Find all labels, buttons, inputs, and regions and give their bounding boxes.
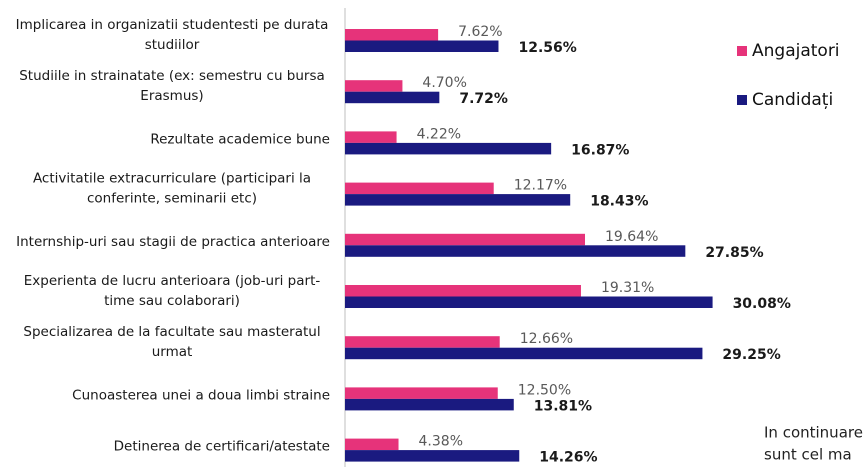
category-label: Rezultate academice bune — [150, 131, 330, 147]
value-label: 12.50% — [518, 382, 571, 398]
annotation: In continuare — [764, 424, 863, 442]
value-label: 14.26% — [539, 450, 597, 466]
bar — [345, 296, 713, 308]
legend-label: Angajatori — [752, 41, 840, 61]
value-label: 12.17% — [514, 178, 567, 194]
value-label: 4.38% — [419, 434, 463, 450]
category-label: Internship-uri sau stagii de practica an… — [16, 234, 330, 250]
value-label: 16.87% — [571, 142, 629, 158]
bar — [345, 438, 399, 451]
value-label: 12.56% — [518, 40, 576, 56]
bar — [345, 40, 499, 52]
value-label: 29.25% — [722, 347, 780, 363]
legend-swatch — [737, 95, 747, 105]
value-label: 12.66% — [520, 331, 573, 347]
bar — [345, 398, 514, 411]
category-label: time sau colaborari) — [104, 293, 240, 309]
bar — [345, 336, 500, 348]
bar — [345, 233, 586, 246]
value-label: 4.70% — [422, 75, 466, 91]
bar — [345, 285, 581, 297]
bar — [345, 29, 439, 41]
bar — [345, 80, 403, 92]
value-label: 19.31% — [601, 280, 654, 296]
category-label: Activitatile extracurriculare (participa… — [33, 171, 311, 187]
value-label: 19.64% — [605, 229, 658, 245]
value-label: 18.43% — [590, 194, 648, 210]
value-label: 7.62% — [458, 24, 502, 40]
category-label: urmat — [152, 344, 193, 360]
value-label: 27.85% — [705, 245, 763, 261]
bar — [345, 131, 397, 143]
legend-swatch — [737, 46, 747, 56]
category-label: studiilor — [145, 37, 200, 53]
category-label: Erasmus) — [140, 88, 203, 104]
value-label: 13.81% — [534, 398, 592, 414]
bar — [345, 182, 494, 195]
bar — [345, 142, 552, 155]
value-label: 7.72% — [459, 91, 508, 107]
category-label: Implicarea in organizatii studentesti pe… — [16, 17, 329, 33]
bar — [345, 194, 571, 206]
bar — [345, 91, 440, 104]
category-label: Studiile in strainatate (ex: semestru cu… — [19, 68, 325, 84]
category-label: Detinerea de certificari/atestate — [114, 439, 330, 455]
category-label: conferinte, seminarii etc) — [87, 191, 257, 207]
category-label: Cunoasterea unei a doua limbi straine — [72, 387, 330, 403]
bar — [345, 387, 498, 399]
category-label: Experienta de lucru anterioara (job-uri … — [24, 273, 321, 289]
bar — [345, 450, 520, 462]
legend-label: Candidați — [752, 90, 833, 110]
value-label: 4.22% — [417, 126, 461, 142]
value-label: 30.08% — [733, 296, 791, 312]
category-label: Specializarea de la facultate sau master… — [23, 324, 320, 340]
annotation: sunt cel ma — [764, 446, 852, 464]
bar — [345, 347, 703, 360]
bar — [345, 245, 686, 257]
